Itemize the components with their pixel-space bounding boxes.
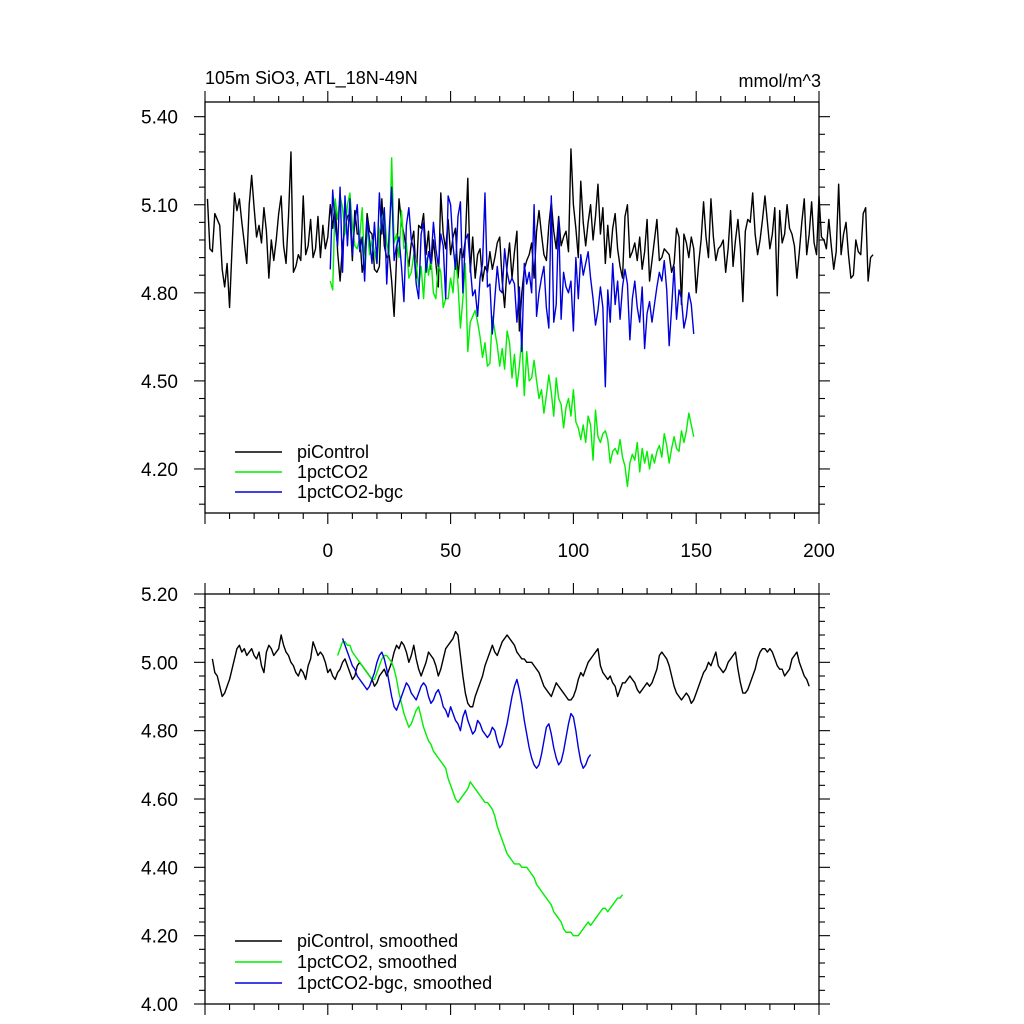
top-plot-frame <box>204 101 820 514</box>
series-line-picontrol <box>206 148 874 332</box>
x-tick-label: 100 <box>558 541 590 562</box>
series-line-1pctco2-bgc <box>329 186 695 388</box>
legend-label: 1pctCO2-bgc <box>297 482 403 502</box>
y-tick-label: 5.10 <box>141 196 178 217</box>
x-tick-label: 200 <box>803 541 835 562</box>
series-line-picontrol-smoothed <box>211 630 810 708</box>
legend-label: piControl <box>297 442 369 462</box>
bottom-ticks: 4.00 4.20 4.40 4.60 4.80 5.00 5.20 <box>141 583 830 1016</box>
y-tick-label: 4.40 <box>141 858 178 879</box>
top-chart: 105m SiO3, ATL_18N-49N mmol/m^3 0 50 100 15… <box>141 68 874 562</box>
top-series <box>206 148 874 488</box>
top-chart-units: mmol/m^3 <box>739 71 821 91</box>
legend-label: 1pctCO2 <box>297 462 368 482</box>
legend-label: 1pctCO2-bgc, smoothed <box>297 973 492 993</box>
y-tick-label: 4.50 <box>141 372 178 393</box>
top-chart-title: 105m SiO3, ATL_18N-49N <box>205 68 418 89</box>
y-tick-label: 4.60 <box>141 790 178 811</box>
bottom-series <box>211 630 810 937</box>
legend-label: piControl, smoothed <box>297 931 458 951</box>
y-tick-label: 5.40 <box>141 108 178 129</box>
x-tick-label: 50 <box>440 541 461 562</box>
bottom-chart: 4.00 4.20 4.40 4.60 4.80 5.00 5.20 piControl, … <box>141 583 830 1016</box>
top-ticks: 0 50 100 150 200 4.20 4.50 4.80 5.10 5.40 <box>141 91 835 562</box>
y-tick-label: 4.20 <box>141 460 178 481</box>
y-tick-label: 4.20 <box>141 927 178 948</box>
y-tick-label: 4.00 <box>141 995 178 1016</box>
y-tick-label: 5.00 <box>141 653 178 674</box>
series-line-1pctco2-smoothed <box>336 641 624 937</box>
y-tick-label: 5.20 <box>141 585 178 606</box>
y-tick-label: 4.80 <box>141 722 178 743</box>
series-line-1pctco2-bgc-smoothed <box>341 638 592 769</box>
x-tick-label: 150 <box>680 541 712 562</box>
legend-label: 1pctCO2, smoothed <box>297 952 457 972</box>
y-tick-label: 4.80 <box>141 284 178 305</box>
x-tick-label: 0 <box>323 541 334 562</box>
